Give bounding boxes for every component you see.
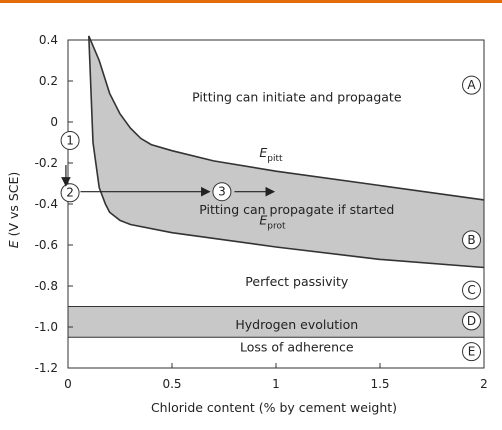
y-tick-label: -1.0	[35, 320, 58, 334]
band-hydrogen-evolution	[67, 306, 485, 338]
y-tick-label: -0.2	[35, 156, 58, 170]
y-tick-label: -1.2	[35, 361, 58, 375]
region-label: Loss of adherence	[240, 340, 354, 355]
x-tick-label: 0.5	[162, 377, 181, 391]
svg-text:E: E	[468, 345, 476, 359]
circle-number-1: 1	[60, 130, 80, 150]
x-tick-label: 0	[64, 377, 72, 391]
region-label: Perfect passivity	[245, 274, 349, 289]
svg-text:3: 3	[218, 185, 226, 199]
circle-letter-d: D	[462, 311, 482, 331]
region-label: Pitting can initiate and propagate	[192, 89, 402, 104]
circle-letter-a: A	[462, 75, 482, 95]
svg-text:B: B	[467, 233, 475, 247]
y-tick-label: 0.2	[39, 74, 58, 88]
svg-text:D: D	[467, 314, 476, 328]
y-tick-label: -0.4	[35, 197, 58, 211]
svg-text:1: 1	[66, 133, 74, 147]
circle-letter-e: E	[462, 342, 482, 362]
x-tick-label: 2	[480, 377, 488, 391]
x-tick-label: 1	[272, 377, 280, 391]
svg-text:C: C	[467, 283, 475, 297]
y-tick-label: 0.4	[39, 33, 58, 47]
circle-number-2: 2	[60, 183, 80, 203]
region-label: Hydrogen evolution	[235, 317, 358, 332]
circle-letter-b: B	[462, 230, 482, 250]
curve-label-prot: Eprot	[259, 213, 286, 232]
x-tick-label: 1.5	[370, 377, 389, 391]
top-accent-rule	[0, 0, 502, 3]
series-line-e-pitt	[88, 35, 485, 201]
pitting-propagation-area	[88, 35, 485, 268]
x-axis-label: Chloride content (% by cement weight)	[151, 400, 397, 415]
curve-label-pitt: Epitt	[259, 145, 283, 164]
y-axis-label: E (V vs SCE)	[6, 172, 21, 249]
series-line-e-prot	[88, 35, 485, 269]
svg-text:2: 2	[66, 186, 74, 200]
svg-text:A: A	[467, 78, 476, 92]
region-label: Pitting can propagate if started	[199, 202, 394, 217]
y-tick-label: 0	[50, 115, 58, 129]
circle-number-3: 3	[212, 182, 232, 202]
circle-letter-c: C	[462, 280, 482, 300]
y-tick-label: -0.6	[35, 238, 58, 252]
y-tick-label: -0.8	[35, 279, 58, 293]
